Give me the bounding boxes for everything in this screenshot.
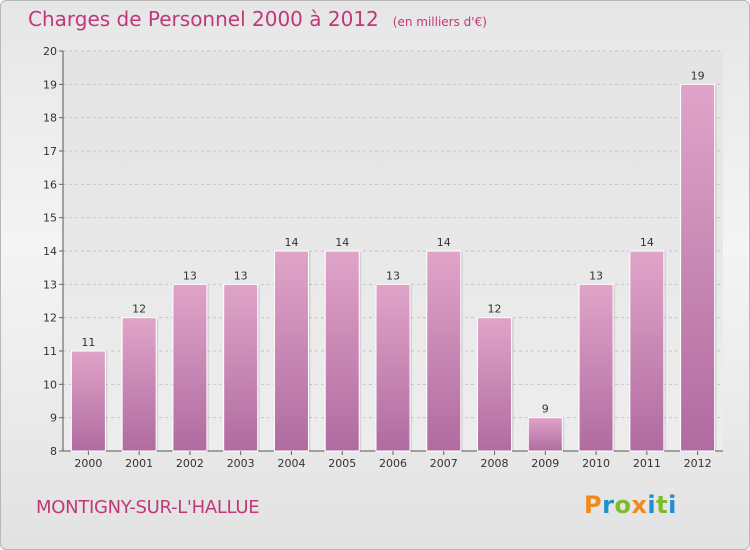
data-label-2009: 9	[542, 403, 549, 416]
y-tick-label-8: 8	[50, 445, 57, 458]
logo-letter: x	[631, 491, 648, 519]
chart-title: Charges de Personnel 2000 à 2012 (en mill…	[28, 7, 487, 31]
data-label-2007: 14	[437, 236, 451, 249]
y-tick-label-19: 19	[43, 78, 57, 91]
y-tick-label-18: 18	[43, 112, 57, 125]
logo-letter: o	[614, 491, 632, 519]
logo-letter: t	[656, 491, 669, 519]
y-tick-label-14: 14	[43, 245, 57, 258]
x-tick-label-2004: 2004	[277, 457, 305, 470]
y-tick-label-9: 9	[50, 412, 57, 425]
x-tick-label-2009: 2009	[531, 457, 559, 470]
bar-2002	[172, 283, 208, 452]
y-tick-label-13: 13	[43, 278, 57, 291]
data-label-2005: 14	[335, 236, 349, 249]
data-label-2008: 12	[488, 303, 502, 316]
x-tick-label-2001: 2001	[125, 457, 153, 470]
logo-letter: i	[668, 491, 677, 519]
proxiti-logo[interactable]: Proxiti	[584, 491, 677, 519]
x-tick-label-2002: 2002	[176, 457, 204, 470]
x-tick-label-2003: 2003	[227, 457, 255, 470]
y-tick-label-12: 12	[43, 312, 57, 325]
data-label-2006: 13	[386, 269, 400, 282]
logo-letter: r	[602, 491, 615, 519]
y-tick-label-11: 11	[43, 345, 57, 358]
data-label-2003: 13	[234, 269, 248, 282]
x-tick-label-2011: 2011	[633, 457, 661, 470]
bar-2007	[426, 250, 462, 452]
data-label-2012: 19	[691, 69, 705, 82]
data-label-2001: 12	[132, 303, 146, 316]
bar-2011	[629, 250, 665, 452]
y-tick-label-15: 15	[43, 212, 57, 225]
bar-2010	[578, 283, 614, 452]
data-label-2000: 11	[81, 336, 95, 349]
bar-2012	[680, 83, 716, 452]
data-label-2004: 14	[284, 236, 298, 249]
x-tick-label-2006: 2006	[379, 457, 407, 470]
x-tick-label-2005: 2005	[328, 457, 356, 470]
y-tick-label-10: 10	[43, 378, 57, 391]
data-label-2011: 14	[640, 236, 654, 249]
x-tick-label-2007: 2007	[430, 457, 458, 470]
chart-subtitle: (en milliers d'€)	[392, 15, 487, 29]
y-tick-label-20: 20	[43, 45, 57, 58]
logo-letter: P	[584, 491, 603, 519]
x-tick-label-2012: 2012	[684, 457, 712, 470]
bar-2008	[477, 317, 513, 452]
chart-title-text: Charges de Personnel 2000 à 2012	[28, 7, 379, 31]
x-tick-label-2008: 2008	[481, 457, 509, 470]
x-tick-label-2000: 2000	[74, 457, 102, 470]
bar-2001	[121, 317, 157, 452]
y-tick-label-17: 17	[43, 145, 57, 158]
bar-2005	[324, 250, 360, 452]
place-name: MONTIGNY-SUR-L'HALLUE	[36, 497, 260, 518]
bar-2000	[70, 350, 106, 452]
bar-2009	[527, 417, 563, 452]
y-tick-label-16: 16	[43, 178, 57, 191]
x-tick-label-2010: 2010	[582, 457, 610, 470]
bar-2006	[375, 283, 411, 452]
bar-2004	[273, 250, 309, 452]
bar-2003	[223, 283, 259, 452]
data-label-2002: 13	[183, 269, 197, 282]
logo-letter: i	[647, 491, 657, 519]
data-label-2010: 13	[589, 269, 603, 282]
